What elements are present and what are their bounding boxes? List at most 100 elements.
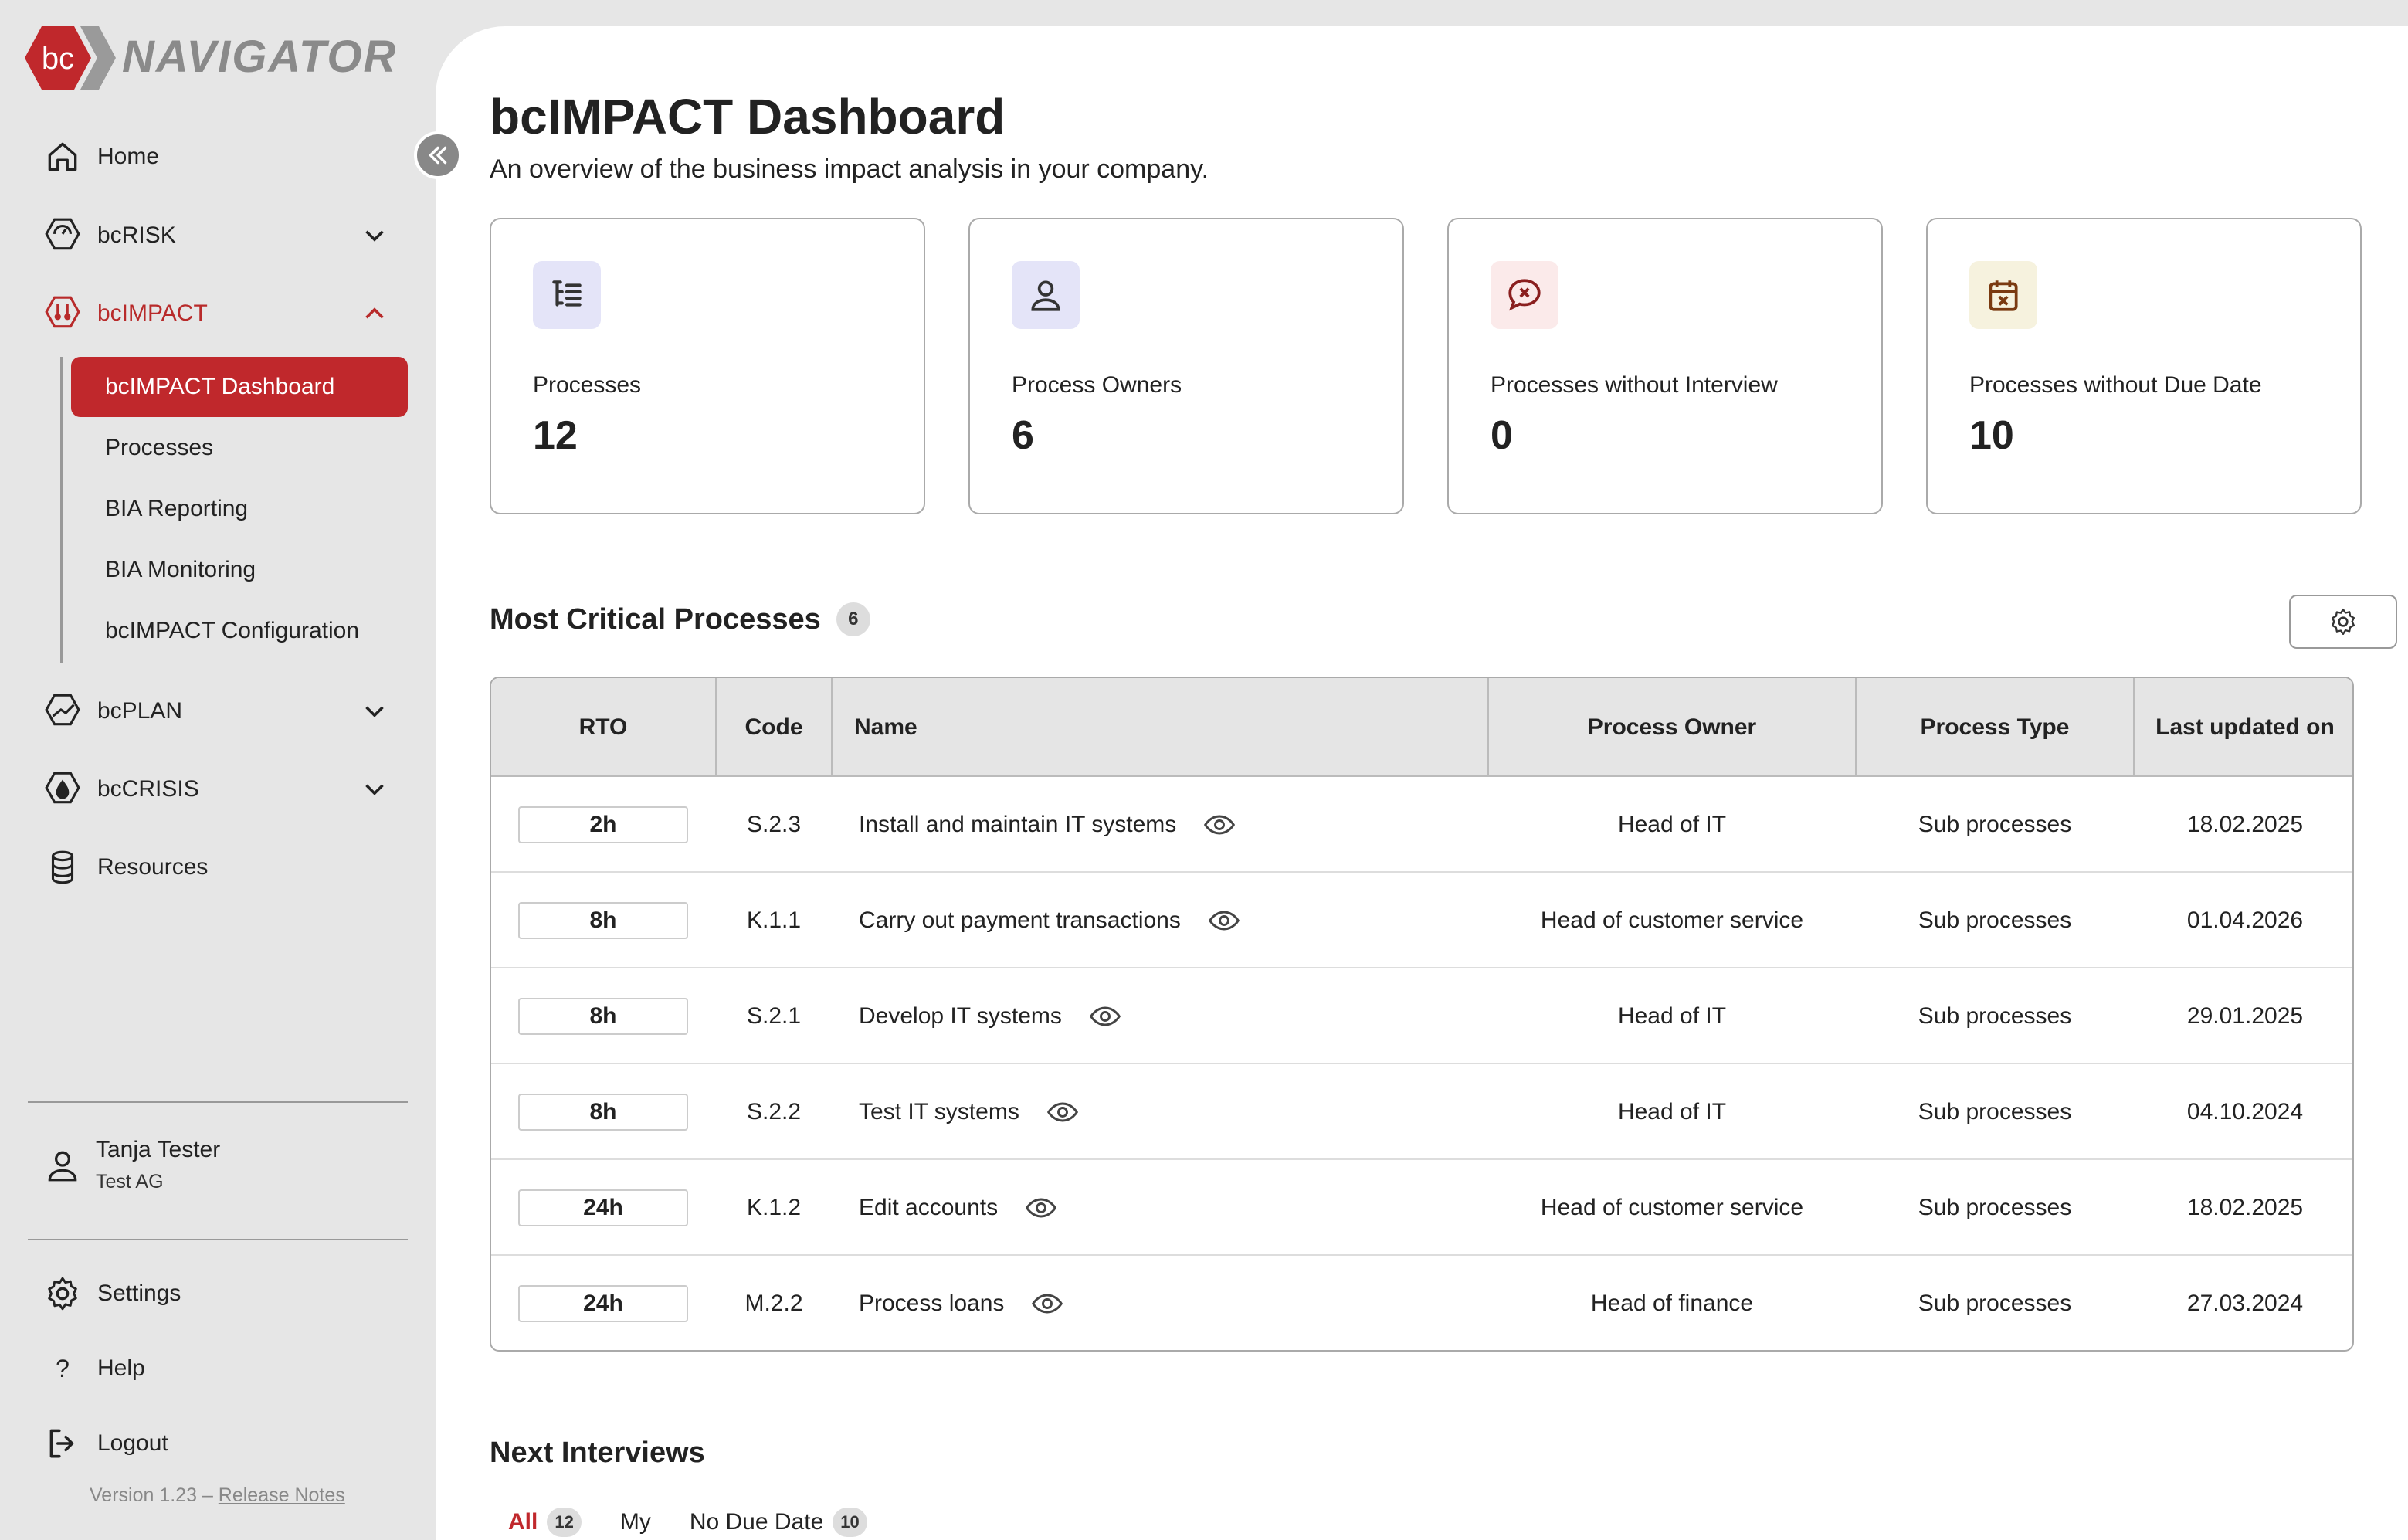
card-value: 10 [1969,413,2014,458]
count-badge: 6 [836,602,870,636]
column-header-name[interactable]: Name [854,714,917,740]
user-profile[interactable]: Tanja Tester Test AG [43,1137,220,1193]
chevron-up-icon [365,307,384,319]
user-org: Test AG [96,1171,164,1192]
next-interviews-title: Next Interviews [490,1437,705,1469]
process-name[interactable]: Develop IT systems [859,1003,1062,1029]
nav-help[interactable]: ? Help [43,1342,399,1396]
nav-bcplan[interactable]: bcPLAN [43,684,399,738]
column-header-code[interactable]: Code [744,714,803,740]
card-label: Processes without Interview [1491,372,1778,398]
page-subtitle: An overview of the business impact analy… [490,154,1209,184]
process-name[interactable]: Edit accounts [859,1195,999,1220]
process-owner: Head of customer service [1540,907,1804,933]
rto-value: 8h [518,1094,688,1131]
process-type: Sub processes [1918,1099,2072,1124]
tab-no-due-date[interactable]: No Due Date 10 [690,1508,867,1537]
column-header-rto[interactable]: RTO [578,714,628,740]
stat-card-processes-without-due-date[interactable]: Processes without Due Date 10 [1926,218,2362,514]
stat-card-process-owners[interactable]: Process Owners 6 [968,218,1404,514]
column-header-process-type[interactable]: Process Type [1920,714,2070,740]
stat-card-processes-without-interview[interactable]: Processes without Interview 0 [1447,218,1883,514]
eye-icon[interactable] [1088,999,1122,1033]
chat-x-icon [1491,261,1558,329]
subnav-bcimpact-dashboard[interactable]: bcIMPACT Dashboard [71,357,408,417]
table-row[interactable]: 2h S.2.3 Install and maintain IT systems… [491,777,2352,873]
nav-bcimpact[interactable]: bcIMPACT [43,287,399,341]
rto-value: 8h [518,998,688,1035]
table-row[interactable]: 24h K.1.2 Edit accounts Head of customer… [491,1160,2352,1256]
calendar-x-icon [1969,261,2037,329]
column-header-process-owner[interactable]: Process Owner [1587,714,1757,740]
card-label: Process Owners [1012,372,1182,398]
table-row[interactable]: 8h S.2.2 Test IT systems Head of IT Sub … [491,1064,2352,1160]
question-icon: ? [56,1354,70,1382]
app-logo[interactable]: bc [25,25,117,91]
last-updated: 18.02.2025 [2186,1195,2304,1220]
table-row[interactable]: 24h M.2.2 Process loans Head of finance … [491,1256,2352,1350]
process-name[interactable]: Test IT systems [859,1099,1019,1124]
nav-label: Resources [97,854,209,880]
main-content: bcIMPACT Dashboard An overview of the bu… [436,26,2408,1540]
process-type: Sub processes [1918,1291,2072,1316]
nav-resources[interactable]: Resources [43,840,399,894]
user-icon [1012,261,1080,329]
card-value: 0 [1491,413,1513,458]
process-code: S.2.1 [746,1003,802,1029]
nav-bccrisis[interactable]: bcCRISIS [43,762,399,816]
subnav-bia-reporting[interactable]: BIA Reporting [105,496,249,521]
nav-home[interactable]: Home [43,130,399,184]
rto-value: 8h [518,902,688,939]
eye-icon[interactable] [1024,1191,1058,1225]
process-owner: Head of customer service [1540,1195,1804,1220]
tab-all[interactable]: All 12 [508,1508,582,1537]
nav-bcrisk[interactable]: bcRISK [43,209,399,263]
table-header: RTO Code Name Process Owner Process Type… [491,678,2352,777]
nav-label: Home [97,144,160,169]
last-updated: 27.03.2024 [2186,1291,2304,1316]
process-name[interactable]: Carry out payment transactions [859,907,1181,933]
nav-label: Settings [97,1281,181,1306]
eye-icon[interactable] [1030,1287,1064,1321]
tab-my[interactable]: My [620,1509,651,1535]
eye-icon[interactable] [1046,1095,1080,1129]
subnav-line [60,357,63,663]
nav-settings[interactable]: Settings [43,1267,399,1321]
card-value: 12 [533,413,578,458]
eye-icon[interactable] [1202,808,1236,842]
rto-value: 2h [518,806,688,843]
subnav-bia-monitoring[interactable]: BIA Monitoring [105,557,256,582]
last-updated: 01.04.2026 [2186,907,2304,933]
crisis-icon [43,770,82,809]
subnav-processes[interactable]: Processes [105,435,214,460]
version-text: Version 1.23 [90,1484,197,1506]
eye-icon[interactable] [1207,904,1241,938]
count-badge: 12 [547,1508,582,1537]
sidebar-divider [28,1239,408,1240]
table-settings-button[interactable] [2289,595,2397,649]
nav-label: bcCRISIS [97,776,199,802]
count-badge: 10 [833,1508,867,1537]
process-type: Sub processes [1918,1003,2072,1029]
card-value: 6 [1012,413,1034,458]
column-header-last-updated[interactable]: Last updated on [2155,714,2335,740]
table-row[interactable]: 8h S.2.1 Develop IT systems Head of IT S… [491,968,2352,1064]
release-notes-link[interactable]: Release Notes [218,1484,345,1506]
interview-tabs: All 12 My No Due Date 10 [508,1508,906,1537]
subnav-bcimpact-configuration[interactable]: bcIMPACT Configuration [105,618,360,643]
process-owner: Head of IT [1617,1099,1727,1124]
chevron-down-icon [365,230,384,242]
logo-hex-icon: bc [25,26,116,90]
user-icon [48,1151,77,1181]
process-type: Sub processes [1918,812,2072,837]
nav-logout[interactable]: Logout [43,1416,399,1470]
process-owner: Head of IT [1617,812,1727,837]
tab-label: My [619,1509,651,1535]
process-name[interactable]: Process loans [859,1291,1005,1316]
process-name[interactable]: Install and maintain IT systems [859,812,1177,837]
table-row[interactable]: 8h K.1.1 Carry out payment transactions … [491,873,2352,968]
nav-label: Logout [97,1430,168,1456]
stat-card-processes[interactable]: Processes 12 [490,218,925,514]
collapse-sidebar-button[interactable] [414,131,462,179]
rto-value: 24h [518,1285,688,1322]
